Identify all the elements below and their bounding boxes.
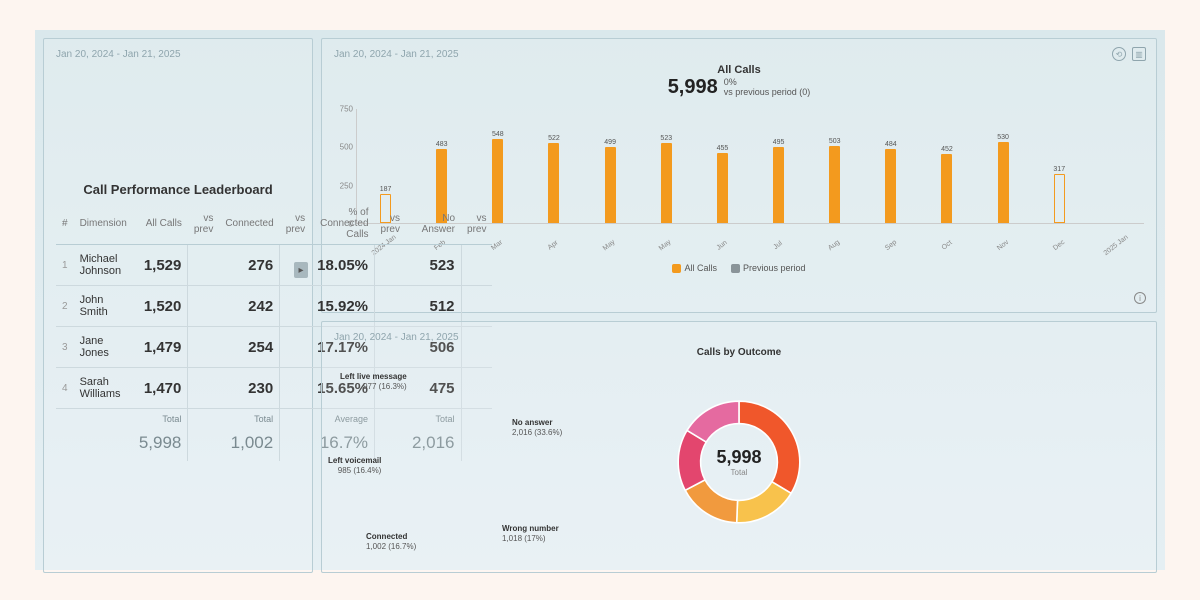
chart-bar[interactable] <box>829 146 840 223</box>
table-header[interactable]: No Answer <box>406 203 461 245</box>
donut-slice[interactable] <box>687 401 739 442</box>
donut-slice[interactable] <box>737 482 791 523</box>
table-header[interactable]: vs prev <box>461 203 492 245</box>
panel-date-range: Jan 20, 2024 - Jan 21, 2025 <box>56 49 300 60</box>
chart-delta: 0% vs previous period (0) <box>724 78 811 98</box>
refresh-icon[interactable]: ⟲ <box>1112 47 1126 61</box>
table-header[interactable]: Dimension <box>74 203 133 245</box>
info-icon[interactable]: i <box>1134 292 1146 304</box>
chart-bar[interactable] <box>548 143 559 223</box>
leaderboard-title: Call Performance Leaderboard <box>56 182 300 197</box>
chart-bar[interactable] <box>717 153 728 223</box>
donut-slice-label: No answer2,016 (33.6%) <box>512 418 562 437</box>
donut-slice-label: Left live message977 (16.3%) <box>340 372 407 391</box>
chart-bar[interactable] <box>1054 174 1065 223</box>
donut-title: Calls by Outcome <box>334 347 1144 358</box>
scroll-right-button[interactable]: ▸ <box>294 262 308 278</box>
donut-slice-label: Wrong number1,018 (17%) <box>502 524 559 543</box>
table-header[interactable]: # <box>56 203 74 245</box>
panel-date-range: Jan 20, 2024 - Jan 21, 2025 <box>334 332 1144 343</box>
chart-total-value: 5,998 <box>668 76 718 99</box>
chart-bar[interactable] <box>661 143 672 223</box>
donut-slice-label: Connected1,002 (16.7%) <box>366 532 416 551</box>
table-header[interactable]: vs prev <box>375 203 406 245</box>
legend-item[interactable]: Previous period <box>731 263 806 273</box>
table-header[interactable]: vs prev <box>188 203 219 245</box>
donut-center-value: 5,998 Total <box>716 447 761 477</box>
donut-chart: 5,998 Total No answer2,016 (33.6%) Wrong … <box>334 362 1144 562</box>
panel-date-range: Jan 20, 2024 - Jan 21, 2025 <box>334 49 1144 60</box>
chart-bar[interactable] <box>885 149 896 223</box>
chart-bar[interactable] <box>941 154 952 223</box>
dashboard: Jan 20, 2024 - Jan 21, 2025 ⟲ ▥ All Call… <box>35 30 1165 570</box>
chart-bar[interactable] <box>492 139 503 223</box>
table-header[interactable]: Connected <box>219 203 279 245</box>
table-row[interactable]: 1Michael Johnson1,52927618.05%523 <box>56 245 492 286</box>
chart-bar[interactable] <box>773 147 784 223</box>
table-header[interactable]: vs prev <box>280 203 311 245</box>
outcome-panel: Jan 20, 2024 - Jan 21, 2025 Calls by Out… <box>321 321 1157 573</box>
table-header[interactable]: % of Connected Calls <box>311 203 374 245</box>
legend-item[interactable]: All Calls <box>672 263 717 273</box>
chart-title: All Calls <box>334 64 1144 76</box>
chart-bar[interactable] <box>998 142 1009 223</box>
donut-slice-label: Left voicemail985 (16.4%) <box>328 456 381 475</box>
table-header[interactable]: All Calls <box>133 203 188 245</box>
expand-icon[interactable]: ▥ <box>1132 47 1146 61</box>
leaderboard-panel: Jan 20, 2024 - Jan 21, 2025 Call Perform… <box>43 38 313 573</box>
chart-bar[interactable] <box>605 147 616 224</box>
